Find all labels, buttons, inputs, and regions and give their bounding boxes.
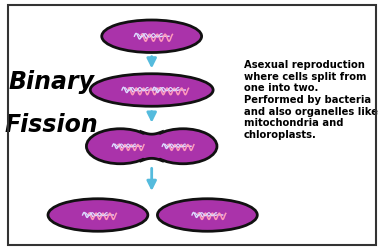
Text: Asexual reproduction
where cells split from
one into two.
Performed by bacteria
: Asexual reproduction where cells split f… <box>244 60 378 140</box>
Ellipse shape <box>48 199 148 231</box>
Text: Binary: Binary <box>9 70 95 94</box>
Ellipse shape <box>157 199 257 231</box>
Text: Fission: Fission <box>5 113 99 137</box>
Ellipse shape <box>90 74 213 106</box>
Ellipse shape <box>102 20 202 52</box>
Ellipse shape <box>149 129 217 164</box>
Ellipse shape <box>86 129 154 164</box>
Ellipse shape <box>134 133 169 160</box>
